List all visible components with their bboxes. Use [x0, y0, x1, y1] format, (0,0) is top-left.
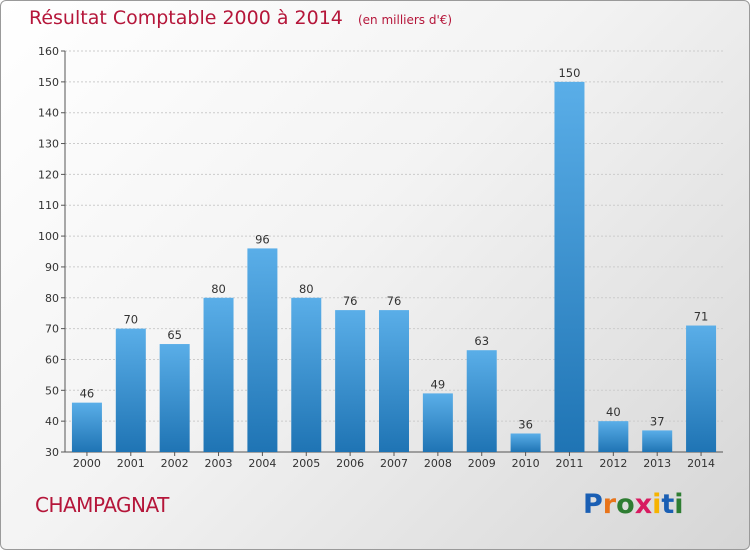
commune-name: CHAMPAGNAT: [35, 493, 169, 517]
logo-letter: t: [661, 489, 675, 520]
data-label: 63: [474, 334, 489, 348]
data-label: 46: [80, 387, 95, 401]
x-tick-label: 2011: [555, 457, 583, 470]
bar: [291, 297, 322, 452]
data-label: 36: [518, 417, 533, 431]
data-label: 96: [255, 232, 270, 246]
logo-letter: i: [652, 489, 662, 520]
data-label: 37: [650, 414, 665, 428]
data-label: 70: [123, 313, 138, 327]
x-tick-label: 2003: [205, 457, 233, 470]
data-label: 76: [387, 294, 402, 308]
y-tick-label: 150: [38, 76, 59, 89]
chart-title: Résultat Comptable 2000 à 2014: [29, 7, 343, 29]
x-tick-label: 2008: [424, 457, 452, 470]
bar: [686, 325, 717, 452]
data-label: 71: [694, 310, 709, 324]
bar: [466, 350, 497, 452]
x-tick-label: 2005: [292, 457, 320, 470]
x-tick-label: 2009: [468, 457, 496, 470]
x-tick-label: 2001: [117, 457, 145, 470]
x-tick-label: 2000: [73, 457, 101, 470]
y-tick-label: 120: [38, 168, 59, 181]
title-row: Résultat Comptable 2000 à 2014 (en milli…: [29, 7, 452, 29]
y-tick-label: 40: [45, 415, 59, 428]
x-tick-label: 2014: [687, 457, 715, 470]
data-label: 80: [211, 282, 226, 296]
bar: [203, 297, 234, 452]
logo-letter: x: [634, 489, 653, 520]
x-tick-label: 2013: [643, 457, 671, 470]
bar: [642, 430, 673, 452]
x-tick-label: 2012: [599, 457, 627, 470]
data-label: 65: [167, 328, 182, 342]
data-label: 80: [299, 282, 314, 296]
bar: [335, 310, 366, 452]
x-tick-label: 2010: [512, 457, 540, 470]
x-tick-label: 2007: [380, 457, 408, 470]
chart-subtitle: (en milliers d'€): [357, 13, 453, 27]
y-tick-label: 110: [38, 199, 59, 212]
x-tick-label: 2006: [336, 457, 364, 470]
y-tick-label: 140: [38, 107, 59, 120]
data-label: 49: [431, 377, 446, 391]
bar: [510, 433, 541, 452]
y-tick-label: 80: [45, 292, 59, 305]
y-tick-label: 160: [38, 45, 59, 58]
bar: [71, 402, 102, 452]
y-tick-label: 100: [38, 230, 59, 243]
bar: [115, 328, 146, 452]
x-tick-label: 2002: [161, 457, 189, 470]
bar: [159, 344, 190, 452]
bar: [598, 421, 629, 452]
proxiti-logo: Proxiti: [583, 489, 684, 520]
logo-letter: P: [583, 489, 603, 520]
bar: [422, 393, 453, 452]
y-tick-label: 50: [45, 384, 59, 397]
bar: [247, 248, 278, 452]
x-tick-label: 2004: [248, 457, 276, 470]
y-tick-label: 60: [45, 353, 59, 366]
data-label: 150: [558, 66, 580, 80]
bar: [379, 310, 409, 452]
data-label: 40: [606, 405, 621, 419]
logo-letter: r: [602, 489, 617, 520]
y-tick-label: 130: [38, 138, 59, 151]
data-label: 76: [343, 294, 358, 308]
bar: [554, 81, 585, 452]
logo-letter: i: [674, 489, 684, 520]
y-tick-label: 70: [45, 323, 59, 336]
logo-letter: o: [616, 489, 635, 520]
y-tick-label: 90: [45, 261, 59, 274]
y-tick-label: 30: [45, 446, 59, 459]
